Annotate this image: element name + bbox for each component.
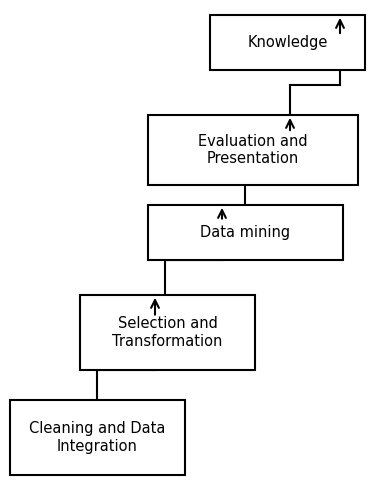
Bar: [10, 400, 185, 475]
Text: Cleaning and Data
Integration: Cleaning and Data Integration: [29, 421, 166, 454]
Text: Selection and
Transformation: Selection and Transformation: [112, 316, 223, 349]
Text: Knowledge: Knowledge: [247, 35, 328, 50]
Text: Data mining: Data mining: [200, 225, 291, 240]
Bar: [148, 205, 343, 260]
Bar: [210, 15, 365, 70]
Bar: [80, 295, 255, 370]
Text: Evaluation and
Presentation: Evaluation and Presentation: [198, 134, 308, 166]
Bar: [148, 115, 358, 185]
